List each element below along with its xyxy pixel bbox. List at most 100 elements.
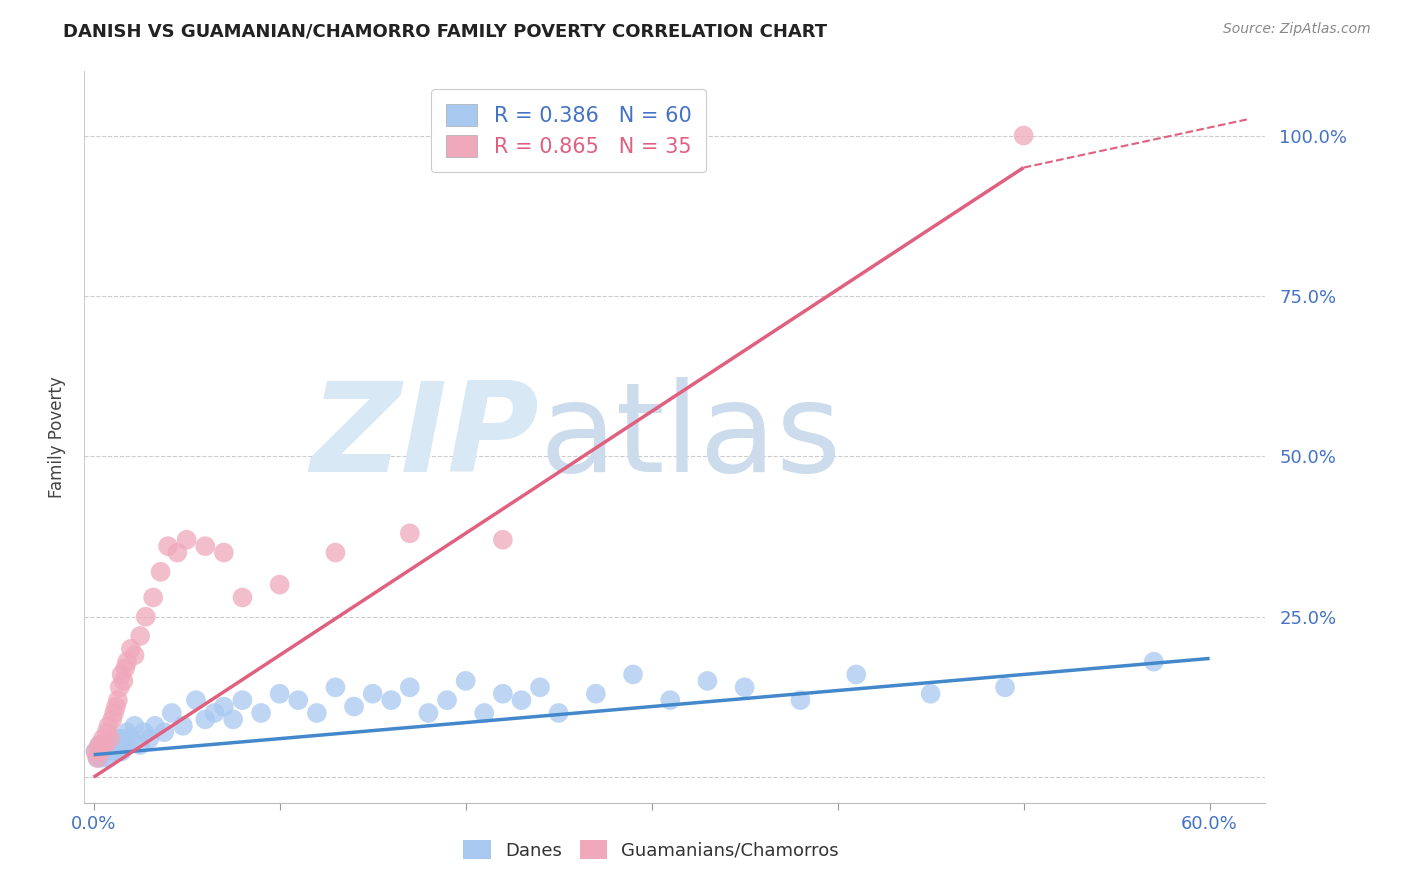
Point	[529, 681, 551, 695]
Y-axis label: Family Poverty: Family Poverty	[48, 376, 66, 498]
Text: ZIP: ZIP	[311, 376, 538, 498]
Point	[107, 693, 129, 707]
Point	[153, 725, 176, 739]
Point	[101, 744, 124, 758]
Point	[231, 693, 253, 707]
Point	[96, 744, 118, 758]
Point	[454, 673, 477, 688]
Point	[160, 706, 183, 720]
Point	[90, 744, 112, 758]
Point	[124, 648, 146, 663]
Point	[547, 706, 569, 720]
Point	[97, 719, 120, 733]
Point	[124, 719, 146, 733]
Point	[89, 738, 111, 752]
Point	[100, 731, 122, 746]
Point	[91, 731, 114, 746]
Point	[112, 673, 135, 688]
Point	[110, 667, 132, 681]
Point	[90, 751, 112, 765]
Point	[212, 699, 235, 714]
Text: atlas: atlas	[538, 376, 841, 498]
Point	[361, 687, 384, 701]
Point	[96, 725, 118, 739]
Point	[398, 681, 420, 695]
Point	[343, 699, 366, 714]
Point	[103, 738, 125, 752]
Legend: Danes, Guamanians/Chamorros: Danes, Guamanians/Chamorros	[456, 833, 846, 867]
Point	[86, 751, 108, 765]
Point	[110, 744, 132, 758]
Point	[492, 687, 515, 701]
Point	[845, 667, 868, 681]
Point	[97, 751, 120, 765]
Point	[115, 655, 138, 669]
Point	[120, 641, 142, 656]
Point	[108, 681, 131, 695]
Point	[101, 712, 124, 726]
Point	[89, 738, 111, 752]
Point	[269, 687, 291, 701]
Point	[994, 681, 1017, 695]
Point	[231, 591, 253, 605]
Point	[696, 673, 718, 688]
Text: Source: ZipAtlas.com: Source: ZipAtlas.com	[1223, 22, 1371, 37]
Point	[659, 693, 682, 707]
Point	[172, 719, 194, 733]
Point	[1143, 655, 1166, 669]
Point	[380, 693, 402, 707]
Point	[157, 539, 180, 553]
Point	[1012, 128, 1035, 143]
Point	[142, 591, 165, 605]
Point	[734, 681, 756, 695]
Point	[398, 526, 420, 541]
Point	[305, 706, 328, 720]
Point	[789, 693, 811, 707]
Point	[112, 731, 135, 746]
Point	[621, 667, 644, 681]
Point	[100, 738, 122, 752]
Point	[107, 731, 129, 746]
Point	[143, 719, 166, 733]
Point	[135, 609, 157, 624]
Point	[510, 693, 533, 707]
Point	[492, 533, 515, 547]
Point	[103, 706, 125, 720]
Point	[138, 731, 160, 746]
Point	[176, 533, 198, 547]
Point	[418, 706, 440, 720]
Text: DANISH VS GUAMANIAN/CHAMORRO FAMILY POVERTY CORRELATION CHART: DANISH VS GUAMANIAN/CHAMORRO FAMILY POVE…	[63, 22, 827, 40]
Point	[104, 744, 127, 758]
Point	[120, 731, 142, 746]
Point	[212, 545, 235, 559]
Point	[166, 545, 188, 559]
Point	[132, 725, 155, 739]
Point	[129, 629, 152, 643]
Point	[91, 744, 114, 758]
Point	[325, 545, 347, 559]
Point	[149, 565, 172, 579]
Point	[194, 539, 217, 553]
Point	[114, 738, 136, 752]
Point	[115, 725, 138, 739]
Point	[114, 661, 136, 675]
Point	[108, 738, 131, 752]
Point	[194, 712, 217, 726]
Point	[287, 693, 309, 707]
Point	[84, 744, 107, 758]
Point	[94, 738, 117, 752]
Point	[204, 706, 226, 720]
Point	[585, 687, 607, 701]
Point	[129, 738, 152, 752]
Point	[250, 706, 273, 720]
Point	[184, 693, 207, 707]
Point	[104, 699, 127, 714]
Point	[325, 681, 347, 695]
Point	[86, 751, 108, 765]
Point	[920, 687, 942, 701]
Point	[436, 693, 458, 707]
Point	[94, 738, 117, 752]
Point	[472, 706, 495, 720]
Point	[269, 577, 291, 591]
Point	[222, 712, 245, 726]
